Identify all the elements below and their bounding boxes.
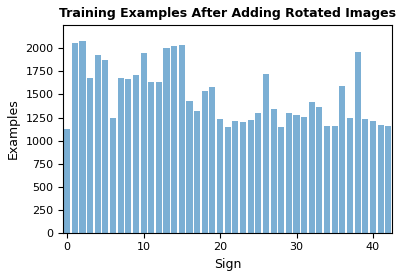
Bar [95, 55, 101, 233]
Bar [309, 102, 315, 233]
Bar [186, 101, 193, 233]
Bar [255, 113, 261, 233]
Bar [339, 86, 346, 233]
Bar [79, 41, 85, 233]
Bar [355, 52, 361, 233]
Bar [87, 78, 93, 233]
Bar [164, 48, 170, 233]
Bar [110, 118, 116, 233]
Bar [171, 46, 177, 233]
Bar [316, 107, 322, 233]
Bar [209, 87, 215, 233]
Bar [140, 53, 147, 233]
Bar [232, 121, 239, 233]
Bar [347, 118, 353, 233]
Bar [102, 60, 109, 233]
Bar [194, 111, 200, 233]
Bar [301, 116, 307, 233]
Title: Training Examples After Adding Rotated Images: Training Examples After Adding Rotated I… [59, 7, 396, 20]
Bar [202, 91, 208, 233]
Bar [377, 125, 384, 233]
Bar [370, 121, 376, 233]
Bar [217, 119, 223, 233]
Bar [278, 127, 284, 233]
Bar [118, 78, 124, 233]
Y-axis label: Examples: Examples [7, 99, 20, 159]
Bar [247, 120, 254, 233]
Bar [263, 74, 269, 233]
Bar [362, 119, 368, 233]
Bar [148, 83, 154, 233]
Bar [133, 75, 139, 233]
Bar [286, 113, 292, 233]
Bar [64, 128, 70, 233]
Bar [156, 81, 162, 233]
Bar [271, 109, 277, 233]
Bar [72, 43, 78, 233]
Bar [293, 115, 300, 233]
Bar [332, 126, 338, 233]
Bar [125, 79, 131, 233]
X-axis label: Sign: Sign [214, 258, 241, 271]
Bar [225, 127, 231, 233]
Bar [324, 126, 330, 233]
Bar [179, 45, 185, 233]
Bar [240, 122, 246, 233]
Bar [385, 126, 391, 233]
